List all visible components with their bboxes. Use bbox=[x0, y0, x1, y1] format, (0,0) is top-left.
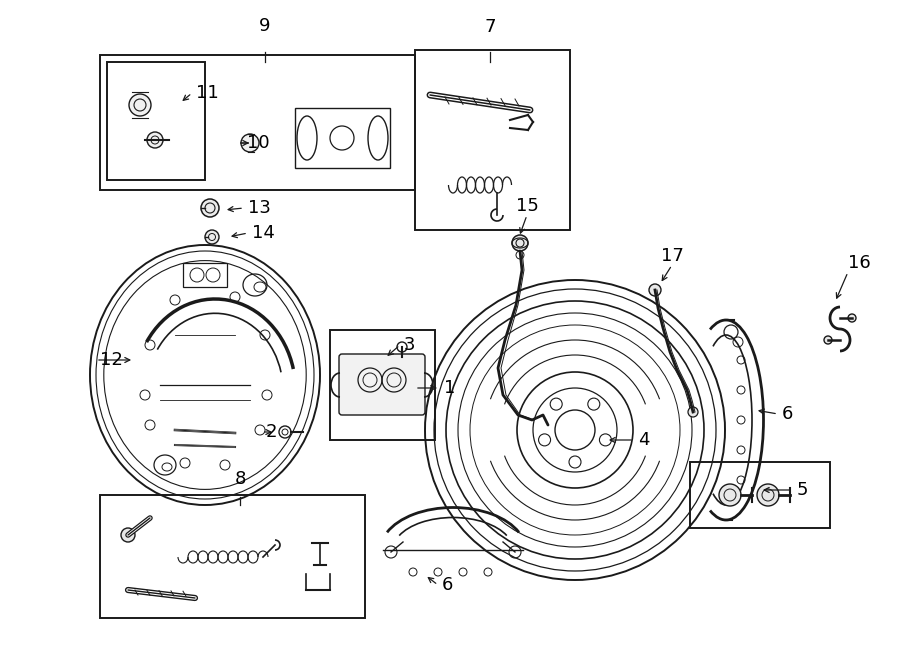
Circle shape bbox=[121, 528, 135, 542]
Circle shape bbox=[201, 199, 219, 217]
Text: 1: 1 bbox=[444, 379, 455, 397]
FancyBboxPatch shape bbox=[339, 354, 425, 415]
Circle shape bbox=[848, 314, 856, 322]
Text: 9: 9 bbox=[259, 17, 271, 35]
Circle shape bbox=[824, 336, 832, 344]
Bar bbox=[100, 55, 415, 190]
Circle shape bbox=[241, 134, 259, 152]
Text: 16: 16 bbox=[848, 254, 871, 272]
Bar bbox=[415, 50, 570, 230]
Text: 12: 12 bbox=[100, 351, 123, 369]
Circle shape bbox=[129, 94, 151, 116]
Circle shape bbox=[512, 235, 528, 251]
Circle shape bbox=[147, 132, 163, 148]
Text: 14: 14 bbox=[252, 224, 274, 242]
Circle shape bbox=[719, 484, 741, 506]
Text: 5: 5 bbox=[797, 481, 808, 499]
Text: 6: 6 bbox=[782, 405, 794, 423]
Text: 4: 4 bbox=[638, 431, 650, 449]
Circle shape bbox=[649, 284, 661, 296]
Bar bbox=[107, 62, 205, 180]
Text: 10: 10 bbox=[247, 134, 270, 152]
Bar bbox=[330, 330, 435, 440]
Bar bbox=[690, 462, 830, 528]
Bar bbox=[100, 495, 365, 618]
Text: 17: 17 bbox=[661, 247, 683, 265]
Text: 2: 2 bbox=[266, 423, 277, 441]
Circle shape bbox=[757, 484, 779, 506]
Text: 3: 3 bbox=[404, 336, 416, 354]
Bar bbox=[295, 108, 390, 168]
Text: 11: 11 bbox=[196, 84, 219, 102]
Bar bbox=[183, 263, 227, 287]
Text: 15: 15 bbox=[516, 197, 538, 215]
Text: 6: 6 bbox=[442, 576, 454, 594]
Text: 13: 13 bbox=[248, 199, 271, 217]
Circle shape bbox=[205, 230, 219, 244]
Circle shape bbox=[688, 407, 698, 417]
Text: 7: 7 bbox=[484, 18, 496, 36]
Text: 8: 8 bbox=[234, 470, 246, 488]
